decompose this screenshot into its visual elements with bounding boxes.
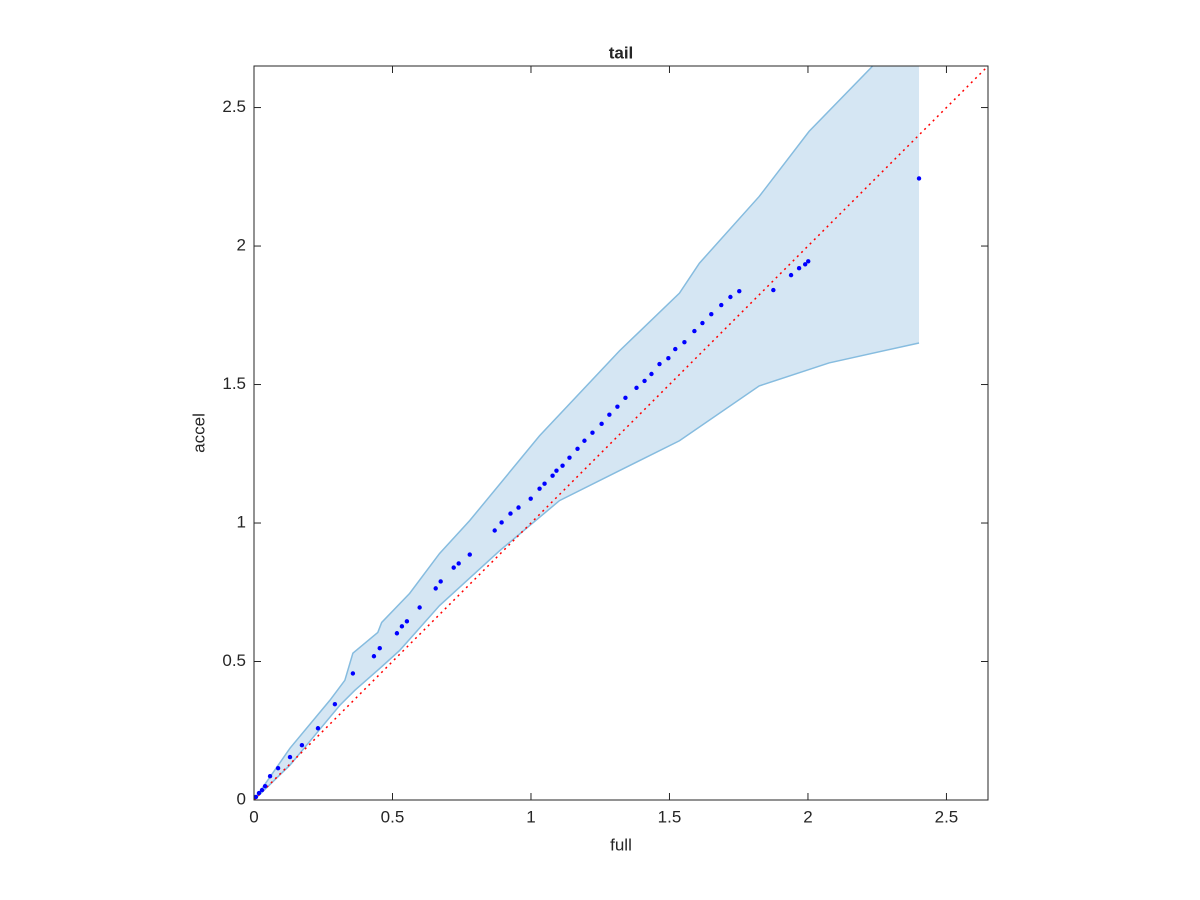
- y-tick-label: 1: [237, 513, 246, 532]
- chart-title: tail: [609, 43, 634, 62]
- y-tick-label: 2: [237, 236, 246, 255]
- y-tick-label: 0.5: [222, 651, 246, 670]
- data-point: [771, 287, 776, 293]
- data-point: [438, 579, 443, 584]
- data-point: [582, 438, 587, 443]
- data-point: [649, 371, 654, 377]
- data-point: [554, 468, 559, 473]
- data-point: [433, 586, 438, 591]
- data-point: [537, 486, 542, 491]
- y-tick-label: 1.5: [222, 374, 246, 393]
- data-point: [467, 552, 472, 557]
- data-point: [267, 773, 273, 779]
- data-point: [692, 328, 697, 334]
- y-tick-label: 2.5: [222, 97, 246, 116]
- data-point: [377, 646, 382, 651]
- data-point: [709, 311, 714, 317]
- data-point: [666, 356, 671, 361]
- band-fill: [254, 66, 920, 800]
- data-point: [259, 787, 265, 793]
- data-point: [499, 520, 504, 525]
- data-point: [590, 430, 595, 435]
- data-point: [575, 446, 580, 451]
- data-point: [802, 262, 808, 267]
- data-point: [634, 385, 639, 391]
- axes-frame: [253, 65, 989, 801]
- data-point: [657, 361, 662, 367]
- data-point: [550, 473, 555, 478]
- reference-line: [254, 66, 988, 800]
- data-point: [315, 726, 321, 731]
- data-point: [623, 395, 628, 401]
- data-point: [607, 412, 612, 417]
- data-point: [642, 378, 647, 384]
- data-point: [728, 294, 733, 300]
- data-point: [916, 176, 922, 181]
- data-point: [299, 742, 305, 748]
- data-point: [451, 565, 456, 570]
- data-point: [567, 455, 572, 460]
- y-axis-label: accel: [189, 413, 208, 453]
- data-point: [508, 511, 513, 516]
- y-tick-label: 0: [237, 789, 246, 808]
- data-point: [456, 561, 461, 566]
- data-point: [796, 265, 802, 271]
- x-tick-label: 2.5: [935, 807, 959, 826]
- x-tick-label: 0.5: [381, 807, 405, 826]
- data-point: [404, 619, 410, 624]
- data-point: [399, 624, 405, 629]
- data-point: [262, 783, 268, 789]
- data-point: [332, 701, 338, 707]
- x-tick-label: 2: [803, 807, 812, 826]
- band-lower-line: [254, 342, 920, 800]
- plot-area: [254, 66, 988, 800]
- data-point: [737, 288, 742, 294]
- x-tick-label: 1.5: [658, 807, 682, 826]
- data-point: [788, 272, 794, 278]
- data-point: [599, 421, 604, 427]
- data-point: [371, 654, 377, 659]
- x-axis-label: full: [610, 835, 632, 854]
- data-point: [560, 463, 565, 468]
- data-point: [806, 259, 811, 264]
- data-point: [719, 302, 724, 308]
- data-point: [542, 481, 547, 486]
- data-point: [528, 496, 533, 501]
- data-point: [492, 528, 497, 533]
- data-point: [254, 794, 259, 800]
- data-point: [516, 505, 521, 510]
- x-tick-label: 1: [526, 807, 535, 826]
- data-point: [256, 790, 262, 796]
- data-point: [700, 320, 705, 326]
- data-point: [417, 605, 422, 610]
- data-point: [682, 339, 687, 345]
- x-tick-label: 0: [249, 807, 258, 826]
- data-point: [394, 631, 400, 636]
- data-point: [673, 346, 678, 352]
- data-point: [615, 404, 620, 409]
- data-point: [350, 671, 356, 676]
- data-point: [275, 765, 281, 771]
- band-upper-line: [254, 66, 874, 800]
- data-point: [287, 754, 293, 760]
